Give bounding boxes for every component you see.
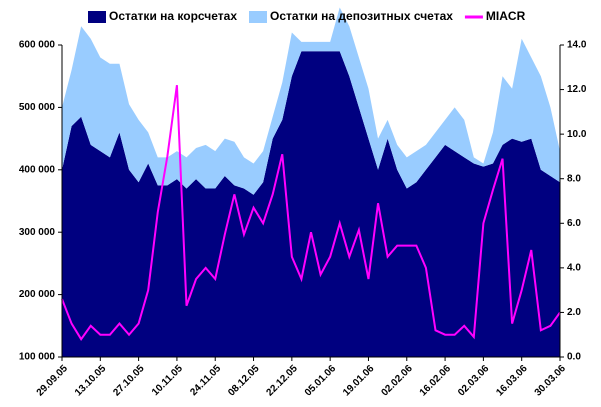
legend-label: Остатки на депозитных счетах bbox=[270, 9, 453, 23]
y-tick-label: 500 000 bbox=[19, 102, 56, 113]
x-tick-label: 02.02.06 bbox=[379, 363, 415, 399]
x-tick-label: 27.10.05 bbox=[111, 363, 147, 399]
legend-swatch bbox=[88, 11, 106, 23]
x-tick-label: 13.10.05 bbox=[73, 363, 109, 399]
area bbox=[62, 51, 560, 358]
legend: Остатки на корсчетах Остатки на депозитны… bbox=[88, 9, 526, 23]
x-tick-label: 22.12.05 bbox=[265, 363, 301, 399]
x-tick-label: 05.01.06 bbox=[303, 363, 339, 399]
y-tick-label: 600 000 bbox=[19, 40, 56, 51]
y2-tick-label: 6.0 bbox=[567, 218, 581, 229]
x-tick-label: 10.11.05 bbox=[150, 363, 185, 398]
legend-swatch bbox=[249, 11, 267, 23]
legend-label: MIACR bbox=[486, 9, 526, 23]
y2-tick-label: 4.0 bbox=[567, 262, 581, 273]
x-tick-label: 08.12.05 bbox=[226, 363, 262, 399]
y2-tick-label: 12.0 bbox=[567, 84, 587, 95]
legend-label: Остатки на корсчетах bbox=[109, 9, 237, 23]
y-tick-label: 300 000 bbox=[19, 227, 56, 238]
x-tick-label: 30.03.06 bbox=[533, 363, 569, 399]
y2-tick-label: 2.0 bbox=[567, 307, 581, 318]
x-tick-label: 29.09.05 bbox=[35, 363, 71, 399]
x-tick-label: 19.01.06 bbox=[341, 363, 377, 399]
y-tick-label: 400 000 bbox=[19, 164, 56, 175]
x-tick-label: 02.03.06 bbox=[456, 363, 492, 399]
y2-tick-label: 8.0 bbox=[567, 173, 581, 184]
x-tick-label: 16.02.06 bbox=[418, 363, 454, 399]
x-tick-label: 24.11.05 bbox=[188, 363, 223, 398]
y2-tick-label: 14.0 bbox=[567, 40, 587, 51]
y-tick-label: 100 000 bbox=[19, 352, 56, 363]
area bbox=[62, 7, 560, 195]
x-tick-label: 16.03.06 bbox=[494, 363, 530, 399]
y2-tick-label: 0.0 bbox=[567, 352, 581, 363]
y2-tick-label: 10.0 bbox=[567, 129, 587, 140]
line bbox=[61, 84, 561, 341]
y-tick-label: 200 000 bbox=[19, 289, 56, 300]
